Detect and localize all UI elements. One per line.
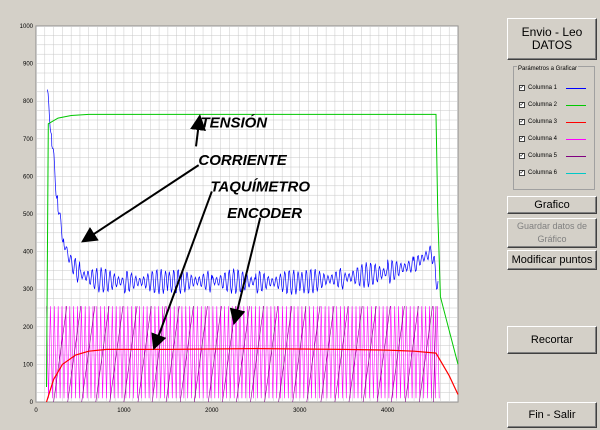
- column-row-6[interactable]: ✓ Columna 6: [519, 168, 593, 178]
- column-row-4[interactable]: ✓ Columna 4: [519, 134, 593, 144]
- annotation-arrow: [81, 164, 200, 243]
- column-color-swatch-3: [566, 121, 586, 123]
- column-checkbox-1[interactable]: ✓: [519, 85, 525, 91]
- column-row-2[interactable]: ✓ Columna 2: [519, 100, 593, 110]
- column-checkbox-5[interactable]: ✓: [519, 153, 525, 159]
- column-color-swatch-6: [566, 172, 586, 174]
- y-tick-label: 1000: [20, 24, 34, 30]
- fin-salir-button[interactable]: Fin - Salir: [507, 402, 597, 428]
- column-checkbox-6[interactable]: ✓: [519, 170, 525, 176]
- x-tick-label: 0: [34, 408, 38, 414]
- column-row-5[interactable]: ✓ Columna 5: [519, 151, 593, 161]
- column-color-swatch-4: [566, 138, 586, 140]
- y-tick-label: 900: [23, 62, 34, 68]
- y-tick-label: 300: [23, 287, 34, 293]
- column-label-1: Columna 1: [528, 85, 558, 91]
- column-color-swatch-2: [566, 104, 586, 106]
- grafico-button[interactable]: Grafico: [507, 196, 597, 214]
- recortar-button[interactable]: Recortar: [507, 326, 597, 354]
- guardar-label-line2: Gráfico: [537, 234, 567, 244]
- column-label-4: Columna 4: [528, 136, 558, 142]
- envio-leo-datos-button[interactable]: Envio - Leo DATOS: [507, 18, 597, 60]
- y-tick-label: 500: [23, 212, 34, 218]
- column-checkbox-2[interactable]: ✓: [519, 102, 525, 108]
- column-label-3: Columna 3: [528, 119, 558, 125]
- column-checkbox-4[interactable]: ✓: [519, 136, 525, 142]
- column-row-3[interactable]: ✓ Columna 3: [519, 117, 593, 127]
- y-tick-label: 400: [23, 250, 34, 256]
- y-tick-label: 0: [30, 400, 34, 406]
- control-panel: Envio - Leo DATOS Parámetros a Graficar …: [500, 0, 600, 430]
- series-line-columna-2: [46, 113, 459, 388]
- y-tick-label: 600: [23, 174, 34, 180]
- y-tick-label: 700: [23, 137, 34, 143]
- guardar-datos-button[interactable]: Guardar datos de Gráfico: [507, 218, 597, 248]
- series-line-columna-4: [46, 306, 440, 399]
- x-tick-label: 1000: [117, 408, 131, 414]
- column-row-1[interactable]: ✓ Columna 1: [519, 83, 593, 93]
- column-color-swatch-1: [566, 87, 586, 89]
- y-tick-label: 800: [23, 99, 34, 105]
- modificar-puntos-button[interactable]: Modificar puntos: [507, 250, 597, 270]
- chart-svg: 0 100 200 300 400 500 600 700 800 900 1000 0 1000 200…: [20, 24, 459, 414]
- annotation-label: ENCODER: [227, 205, 302, 222]
- x-tick-label: 3000: [293, 408, 307, 414]
- series-line-columna-1: [47, 89, 439, 295]
- series-line-columna-5: [53, 306, 437, 403]
- y-tick-label: 100: [23, 362, 34, 368]
- x-tick-label: 4000: [381, 408, 395, 414]
- guardar-label-line1: Guardar datos de: [516, 221, 588, 231]
- y-tick-label: 200: [23, 325, 34, 331]
- column-checkbox-3[interactable]: ✓: [519, 119, 525, 125]
- series-line-columna-3: [45, 347, 459, 403]
- envio-label-line2: DATOS: [531, 38, 573, 52]
- x-tick-label: 2000: [205, 408, 219, 414]
- annotation-label: CORRIENTE: [198, 152, 287, 169]
- group-title: Parámetros a Graficar: [517, 66, 579, 72]
- annotation-arrow: [229, 217, 262, 326]
- chart-area: 0 100 200 300 400 500 600 700 800 900 1000 0 1000 200…: [20, 24, 459, 414]
- annotation-arrow: [190, 114, 206, 147]
- envio-label-line1: Envio - Leo: [521, 25, 583, 39]
- column-label-5: Columna 5: [528, 153, 558, 159]
- annotation-label: TAQUÍMETRO: [210, 178, 310, 195]
- annotation-arrow: [151, 191, 213, 351]
- annotation-label: TENSIÓN: [200, 114, 268, 132]
- column-label-6: Columna 6: [528, 170, 558, 176]
- parametros-group: Parámetros a Graficar ✓ Columna 1 ✓ Columna…: [513, 66, 595, 190]
- column-label-2: Columna 2: [528, 102, 558, 108]
- column-color-swatch-5: [566, 155, 586, 157]
